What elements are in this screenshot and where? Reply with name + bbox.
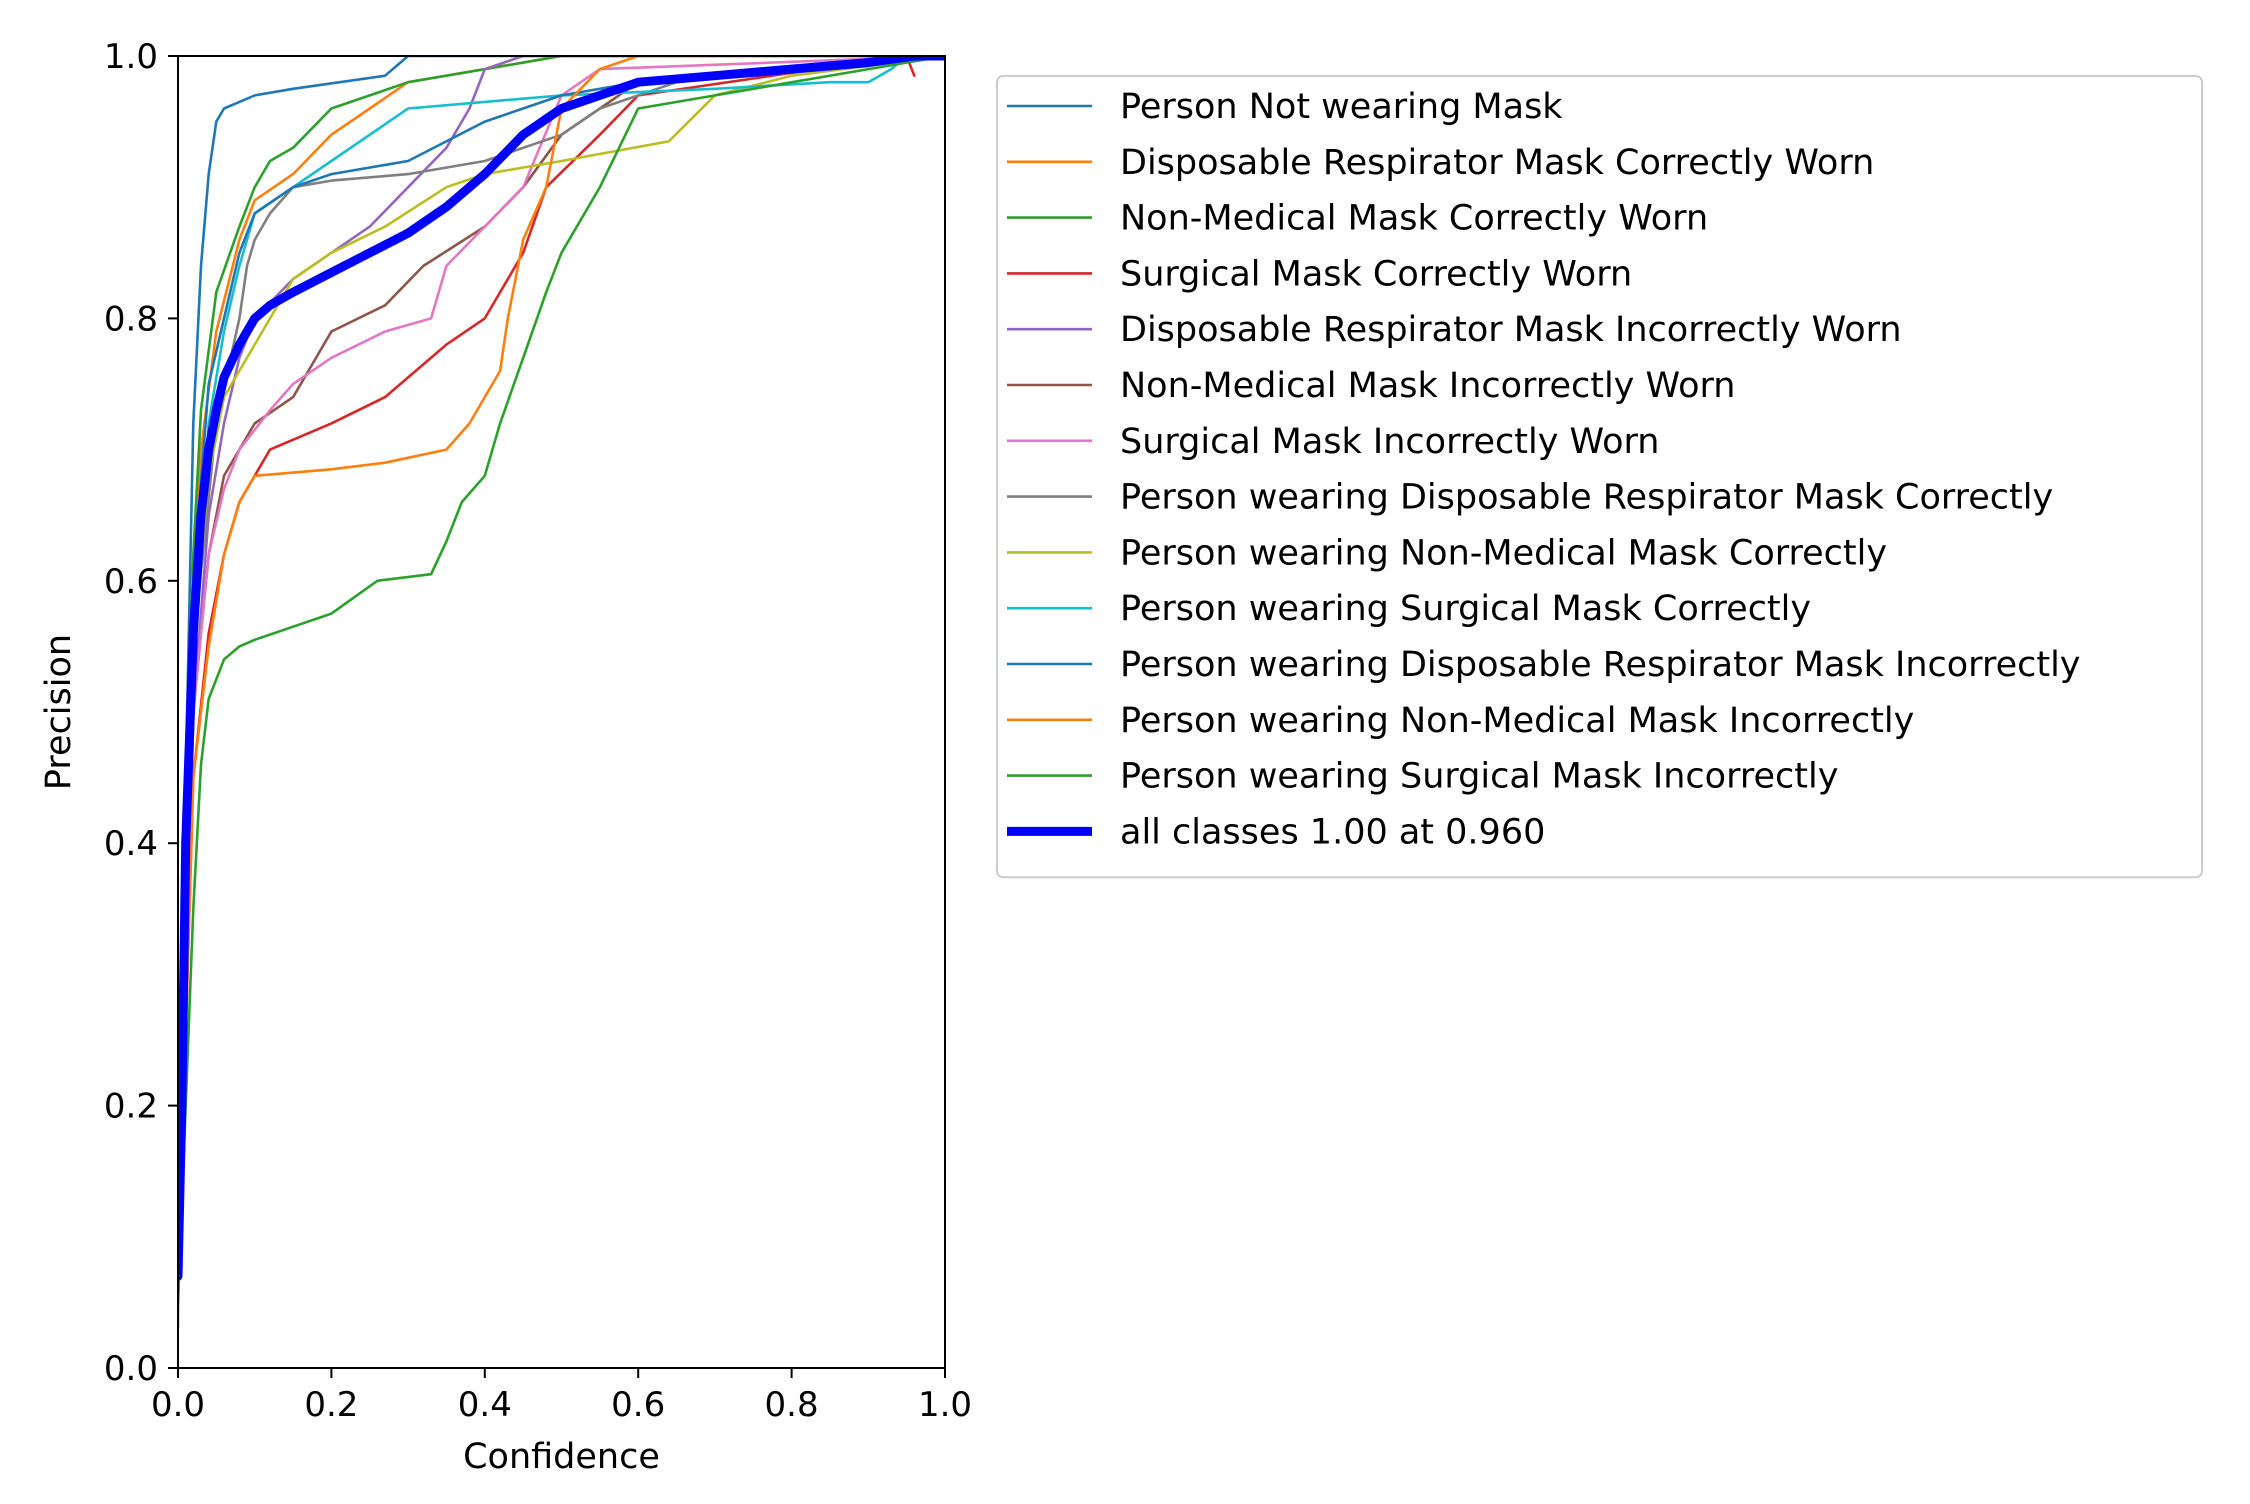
- series-line-7: [178, 56, 945, 1291]
- legend-label: Disposable Respirator Mask Correctly Wor…: [1120, 143, 1874, 183]
- y-tick-label: 1.0: [104, 37, 158, 77]
- legend-label: Surgical Mask Incorrectly Worn: [1120, 422, 1659, 462]
- legend-label: Disposable Respirator Mask Incorrectly W…: [1120, 310, 1902, 350]
- legend-label: Person Not wearing Mask: [1120, 87, 1563, 127]
- x-tick-label: 0.6: [611, 1385, 665, 1425]
- x-axis-label: Confidence: [463, 1437, 660, 1477]
- plot-area: [178, 56, 945, 1330]
- x-tick-label: 0.4: [458, 1385, 512, 1425]
- y-tick-label: 0.6: [104, 562, 158, 602]
- x-tick-label: 0.8: [765, 1385, 819, 1425]
- series-lines: [178, 56, 945, 1330]
- y-tick-label: 0.2: [104, 1087, 158, 1127]
- legend-label: Non-Medical Mask Correctly Worn: [1120, 199, 1708, 239]
- legend-box: [996, 75, 2203, 879]
- y-tick-label: 0.0: [104, 1349, 158, 1389]
- legend-label: Person wearing Disposable Respirator Mas…: [1120, 478, 2053, 518]
- y-axis-label: Precision: [39, 634, 79, 790]
- legend-label: Person wearing Surgical Mask Correctly: [1120, 589, 1811, 629]
- series-line-6: [178, 56, 945, 1291]
- x-tick-label: 1.0: [918, 1385, 972, 1425]
- legend-label: Person wearing Surgical Mask Incorrectly: [1120, 757, 1838, 797]
- legend-label: Surgical Mask Correctly Worn: [1120, 254, 1632, 294]
- x-tick-label: 0.0: [151, 1385, 205, 1425]
- legend-label: all classes 1.00 at 0.960: [1120, 812, 1545, 852]
- series-line-3: [178, 56, 945, 1291]
- legend: Person Not wearing Mask Disposable Respir…: [996, 75, 2203, 879]
- series-line-4: [178, 56, 916, 1291]
- series-line-13: [178, 56, 945, 1304]
- y-tick-label: 0.8: [104, 299, 158, 339]
- series-line-2: [178, 56, 945, 1291]
- y-tick-label: 0.4: [104, 824, 158, 864]
- axes-frame: [177, 55, 946, 1369]
- legend-label: Person wearing Non-Medical Mask Correctl…: [1120, 533, 1887, 573]
- series-line-11: [178, 56, 945, 1291]
- series-line-8: [178, 56, 945, 1304]
- series-line-12: [178, 56, 945, 1304]
- legend-label: Person wearing Non-Medical Mask Incorrec…: [1120, 701, 1914, 741]
- series-line-1: [178, 56, 945, 1304]
- series-line-14: [178, 56, 945, 1281]
- series-line-9: [178, 56, 945, 1330]
- x-tick-label: 0.2: [304, 1385, 358, 1425]
- axes: 0.00.0 0.2 0.2 0.4 0.4 0.6 0.6 0.8 0.8 1.0 1.0 Conf…: [39, 37, 972, 1477]
- legend-label: Non-Medical Mask Incorrectly Worn: [1120, 366, 1735, 406]
- series-line-10: [178, 56, 908, 1291]
- series-line-5: [178, 56, 945, 1291]
- legend-label: Person wearing Disposable Respirator Mas…: [1120, 645, 2081, 685]
